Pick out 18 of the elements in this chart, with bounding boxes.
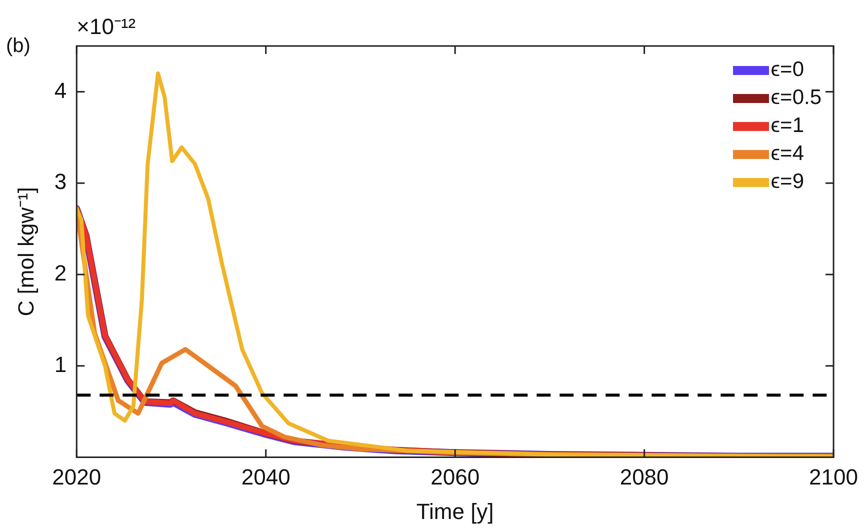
y-tick-label: 1 (54, 352, 67, 377)
legend-label: ϵ=0 (770, 57, 804, 83)
x-tick-label: 2020 (52, 464, 102, 490)
x-tick-label: 2080 (620, 464, 669, 490)
y-tick-label: 2 (54, 260, 67, 286)
legend-label: ϵ=9 (770, 169, 804, 195)
x-tick-label: 2040 (241, 464, 290, 490)
text: ×10⁻¹² (76, 14, 136, 39)
legend-label: ϵ=1 (770, 113, 804, 139)
x-tick-label: 2060 (430, 464, 480, 490)
x-tick-label: 2100 (809, 464, 858, 490)
y-tick-label: 3 (54, 169, 67, 194)
y-axis-title: C [mol kgw⁻¹] (13, 186, 38, 316)
y-tick-label: 4 (54, 78, 67, 103)
legend-label: ϵ=0.5 (770, 85, 822, 111)
text: (b) (6, 35, 30, 57)
legend-label: ϵ=4 (770, 141, 804, 167)
x-axis-title: Time [y] (416, 498, 494, 524)
